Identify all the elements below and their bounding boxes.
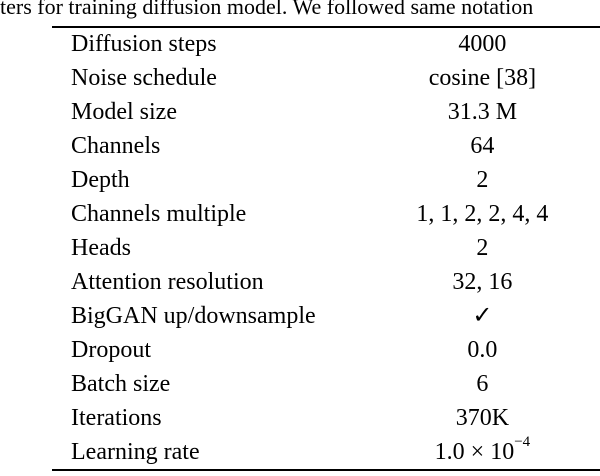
- table-row: Batch size 6: [52, 367, 600, 401]
- row-label: Attention resolution: [71, 269, 264, 295]
- row-label: BigGAN up/downsample: [71, 303, 316, 329]
- table-row: Noise schedule cosine [38]: [52, 61, 600, 95]
- row-label: Learning rate: [71, 439, 200, 465]
- value-mantissa: 1.0 × 10: [434, 439, 515, 465]
- row-value: 0.0: [467, 337, 498, 363]
- row-label: Channels multiple: [71, 201, 247, 227]
- value-exponent: −4: [514, 434, 531, 450]
- row-value: 64: [470, 133, 495, 159]
- row-value: 31.3 M: [447, 99, 518, 125]
- table-row: Channels multiple 1, 1, 2, 2, 4, 4: [52, 197, 600, 231]
- row-value: 370K: [455, 405, 510, 431]
- table-row: Dropout 0.0: [52, 333, 600, 367]
- row-value: 4000: [458, 31, 507, 57]
- table-row: Heads 2: [52, 231, 600, 265]
- row-value: 1, 1, 2, 2, 4, 4: [416, 201, 549, 227]
- row-label: Batch size: [71, 371, 171, 397]
- row-label: Model size: [71, 99, 177, 125]
- table-row: Iterations 370K: [52, 401, 600, 435]
- checkmark-icon: ✓: [472, 303, 493, 329]
- table-caption: ters for training diffusion model. We fo…: [0, 0, 534, 19]
- row-value: 6: [476, 371, 489, 397]
- table-bottom-rule: [52, 469, 600, 471]
- table-row: Depth 2: [52, 163, 600, 197]
- row-label: Heads: [71, 235, 131, 261]
- table-top-rule: [52, 26, 600, 28]
- row-label: Diffusion steps: [71, 31, 217, 57]
- table-row: Learning rate 1.0 × 10−4: [52, 435, 600, 469]
- row-label: Depth: [71, 167, 130, 193]
- table-row: Channels 64: [52, 129, 600, 163]
- table-row: BigGAN up/downsample ✓: [52, 299, 600, 333]
- hyperparameter-table: Diffusion steps 4000 Noise schedule cosi…: [52, 27, 600, 469]
- row-value: 1.0 × 10−4: [365, 435, 600, 469]
- row-label: Channels: [71, 133, 161, 159]
- row-value: 32, 16: [452, 269, 513, 295]
- table-row: Attention resolution 32, 16: [52, 265, 600, 299]
- row-label: Dropout: [71, 337, 151, 363]
- row-value: 2: [476, 235, 489, 261]
- table-row: Model size 31.3 M: [52, 95, 600, 129]
- row-label: Noise schedule: [71, 65, 217, 91]
- row-value: cosine [38]: [428, 65, 537, 91]
- row-value: 2: [476, 167, 489, 193]
- row-label: Iterations: [71, 405, 162, 431]
- table-row: Diffusion steps 4000: [52, 27, 600, 61]
